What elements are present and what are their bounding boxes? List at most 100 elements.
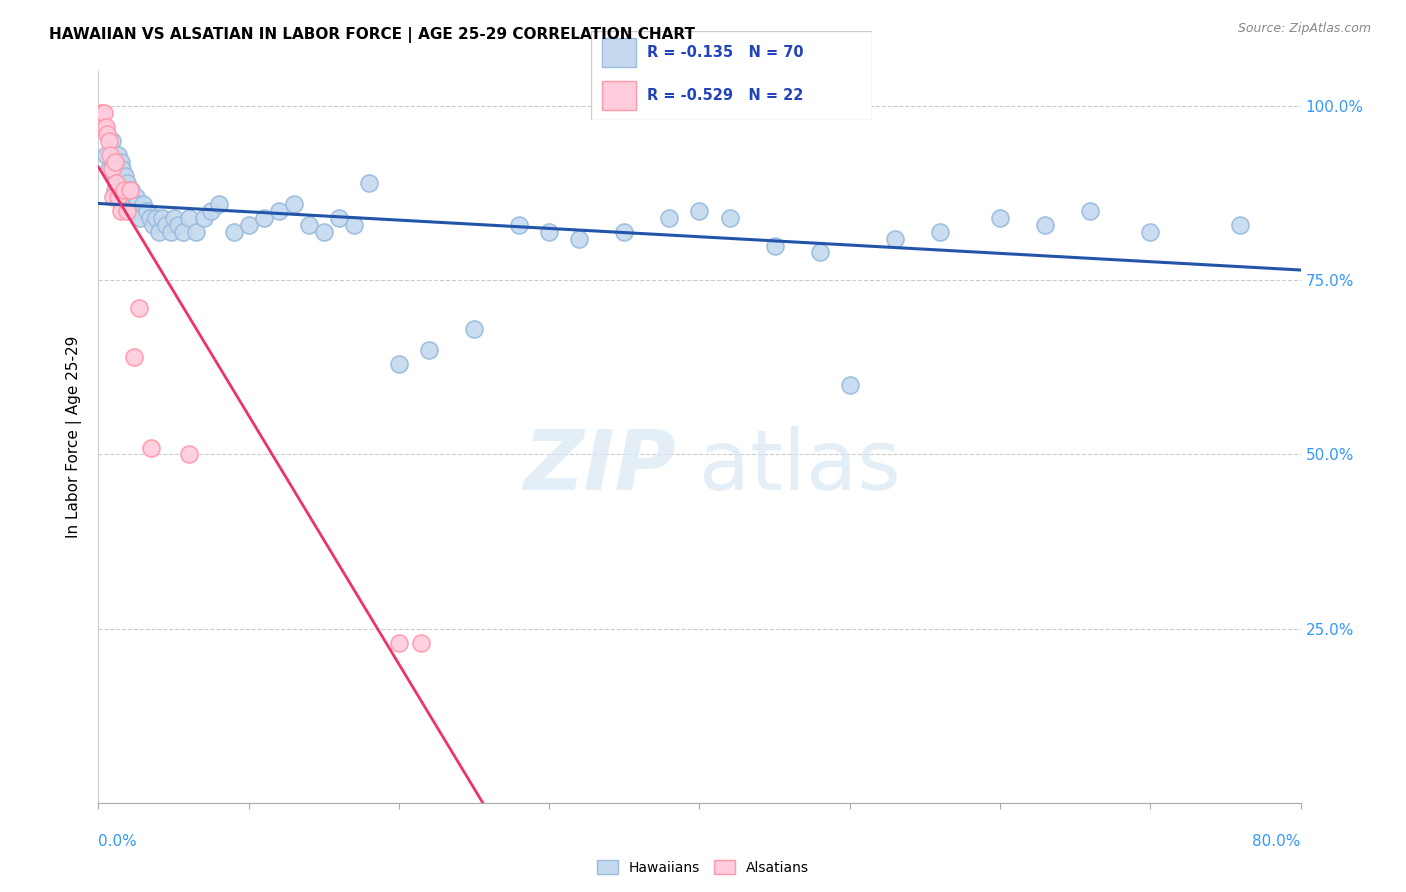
Point [184, 225, 207, 239]
Point [110, 203, 132, 218]
Point [91, 120, 114, 134]
Point [125, 190, 148, 204]
Point [253, 211, 276, 225]
Point [1033, 218, 1056, 232]
Point [111, 161, 134, 176]
Point [357, 176, 380, 190]
Point [1229, 218, 1251, 232]
Point [124, 350, 146, 364]
Point [167, 218, 190, 232]
Point [222, 225, 245, 239]
Point [418, 343, 440, 357]
Text: HAWAIIAN VS ALSATIAN IN LABOR FORCE | AGE 25-29 CORRELATION CHART: HAWAIIAN VS ALSATIAN IN LABOR FORCE | AG… [49, 27, 695, 43]
Point [177, 448, 200, 462]
Point [689, 203, 711, 218]
Point [97, 161, 120, 176]
Point [128, 203, 150, 218]
Point [97, 134, 120, 148]
Point [613, 225, 636, 239]
Point [508, 218, 530, 232]
Point [267, 203, 290, 218]
Point [101, 161, 124, 176]
Point [388, 635, 411, 649]
Point [538, 225, 561, 239]
Point [343, 218, 366, 232]
Point [155, 218, 177, 232]
Point [127, 196, 149, 211]
FancyBboxPatch shape [602, 38, 636, 67]
Point [100, 148, 122, 162]
Point [929, 225, 952, 239]
Point [763, 238, 786, 252]
Point [718, 211, 741, 225]
Text: R = -0.529   N = 22: R = -0.529 N = 22 [647, 88, 803, 103]
Point [139, 441, 162, 455]
Point [103, 190, 125, 204]
Point [117, 183, 139, 197]
Point [135, 203, 157, 218]
Point [101, 134, 124, 148]
Point [105, 176, 128, 190]
Point [200, 203, 222, 218]
Point [283, 196, 305, 211]
Point [96, 127, 118, 141]
Point [118, 190, 141, 204]
Point [105, 169, 128, 183]
Point [298, 218, 321, 232]
Point [132, 196, 155, 211]
Point [388, 357, 411, 371]
Point [107, 190, 129, 204]
Point [94, 148, 117, 162]
FancyBboxPatch shape [591, 31, 872, 120]
Text: 80.0%: 80.0% [1253, 834, 1301, 849]
Point [808, 245, 831, 260]
Point [145, 211, 167, 225]
Point [411, 635, 433, 649]
Point [112, 183, 135, 197]
Point [988, 211, 1011, 225]
Point [114, 169, 136, 183]
Point [121, 183, 143, 197]
Text: 0.0%: 0.0% [98, 834, 138, 849]
Point [838, 377, 860, 392]
Point [94, 120, 117, 134]
Point [208, 196, 231, 211]
Point [150, 211, 173, 225]
Y-axis label: In Labor Force | Age 25-29: In Labor Force | Age 25-29 [66, 336, 83, 538]
Point [110, 155, 132, 169]
Text: R = -0.135   N = 70: R = -0.135 N = 70 [647, 45, 803, 60]
Point [124, 203, 146, 218]
Point [118, 183, 141, 197]
Point [115, 176, 138, 190]
Point [129, 211, 152, 225]
Point [90, 106, 112, 120]
Point [1139, 225, 1161, 239]
Point [312, 225, 335, 239]
Point [93, 106, 115, 120]
Point [162, 211, 184, 225]
Point [141, 218, 163, 232]
Point [104, 183, 127, 197]
Text: Source: ZipAtlas.com: Source: ZipAtlas.com [1237, 22, 1371, 36]
FancyBboxPatch shape [602, 81, 636, 110]
Point [112, 183, 135, 197]
Point [193, 211, 215, 225]
Point [568, 231, 591, 245]
Point [328, 211, 350, 225]
Point [122, 196, 145, 211]
Point [238, 218, 260, 232]
Text: ZIP: ZIP [523, 425, 675, 507]
Point [115, 203, 138, 218]
Point [108, 190, 131, 204]
Point [111, 176, 134, 190]
Text: atlas: atlas [700, 425, 901, 507]
Point [148, 225, 170, 239]
Point [128, 301, 150, 316]
Point [883, 231, 905, 245]
Point [138, 211, 160, 225]
Point [463, 322, 485, 336]
Point [177, 211, 200, 225]
Point [159, 225, 181, 239]
Point [172, 225, 194, 239]
Legend: Hawaiians, Alsatians: Hawaiians, Alsatians [592, 855, 814, 880]
